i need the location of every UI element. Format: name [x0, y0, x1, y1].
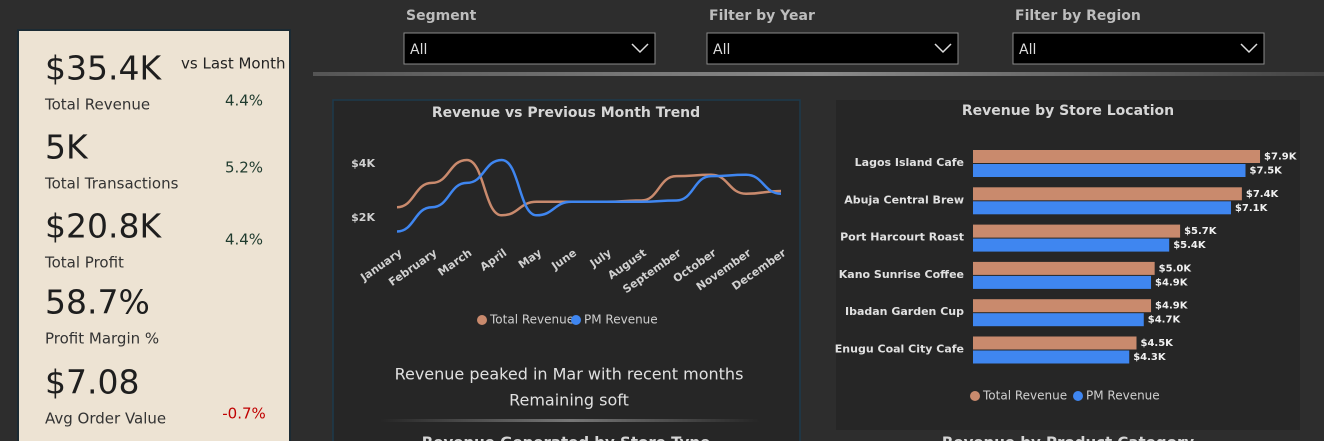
legend-marker	[970, 391, 980, 401]
legend-marker	[571, 315, 581, 325]
legend-marker	[477, 315, 487, 325]
bar	[973, 224, 1181, 238]
legend-label: PM Revenue	[1086, 389, 1160, 403]
y-tick-label: Enugu Coal City Cafe	[835, 343, 964, 356]
kpi-label: Total Transactions	[44, 175, 179, 193]
legend-label: Total Revenue	[489, 313, 574, 327]
y-tick-label: Abuja Central Brew	[844, 193, 964, 206]
kpi-change: 4.4%	[225, 231, 263, 249]
filter-label: Filter by Region	[1015, 8, 1141, 24]
kpi-panel	[17, 29, 291, 441]
bar	[973, 350, 1130, 364]
data-label: $5.4K	[1173, 240, 1207, 251]
kpi-value: 5K	[45, 128, 89, 167]
chart-title: Revenue Generated by Store Type	[422, 434, 711, 441]
data-label: $7.4K	[1246, 189, 1280, 200]
separator	[313, 72, 1324, 76]
kpi-value: 58.7%	[45, 283, 150, 322]
bar	[973, 313, 1144, 327]
data-label: $5.7K	[1184, 226, 1218, 237]
data-label: $7.1K	[1235, 203, 1269, 214]
data-label: $4.5K	[1141, 338, 1175, 349]
bar	[973, 238, 1170, 252]
dropdown-value: All	[713, 42, 730, 58]
bar	[973, 164, 1246, 177]
data-label: $4.9K	[1155, 277, 1189, 288]
chart-title: Revenue by Product Category	[942, 434, 1194, 441]
y-tick-label: Lagos Island Cafe	[855, 156, 964, 169]
bar	[973, 150, 1261, 163]
data-label: $4.9K	[1155, 301, 1189, 312]
chart-title: Revenue by Store Location	[962, 103, 1174, 119]
line	[396, 158, 782, 233]
data-label: $4.3K	[1133, 352, 1167, 363]
legend-label: Total Revenue	[982, 389, 1067, 403]
kpi-label: Total Profit	[44, 254, 124, 272]
legend-marker	[1073, 391, 1083, 401]
y-tick-label: Kano Sunrise Coffee	[839, 268, 964, 281]
dropdown-value: All	[1019, 42, 1036, 58]
bar	[973, 299, 1152, 313]
dropdown-chevron	[631, 43, 649, 54]
dropdown-chevron	[1240, 43, 1258, 54]
dropdown-chevron	[934, 43, 952, 54]
data-label: $7.9K	[1264, 152, 1298, 163]
annotation: Revenue peaked in Mar with recent months	[395, 365, 744, 384]
bar	[973, 261, 1155, 275]
y-tick-label: $4K	[351, 157, 375, 170]
kpi-label: Total Revenue	[44, 96, 150, 114]
data-label: $5.0K	[1159, 263, 1193, 274]
legend-label: PM Revenue	[584, 313, 658, 327]
kpi-change: -0.7%	[222, 405, 266, 423]
annotation: Remaining soft	[509, 391, 629, 410]
kpi-change: 4.4%	[225, 92, 263, 110]
dropdown	[706, 32, 959, 65]
bar	[973, 336, 1137, 350]
y-tick-label: $2K	[351, 211, 375, 224]
data-label: $7.5K	[1250, 166, 1284, 177]
data-label: $4.7K	[1148, 315, 1182, 326]
dropdown-value: All	[410, 42, 427, 58]
kpi-label: Profit Margin %	[45, 330, 159, 348]
bar	[973, 201, 1231, 215]
kpi-label: Avg Order Value	[45, 410, 166, 428]
separator	[380, 419, 760, 422]
y-tick-label: Ibadan Garden Cup	[845, 305, 964, 318]
filter-label: Filter by Year	[709, 8, 815, 24]
filter-label: Segment	[406, 8, 477, 24]
line-panel	[332, 99, 801, 441]
chart-title: Revenue vs Previous Month Trend	[432, 105, 700, 121]
y-tick-label: Port Harcourt Roast	[840, 231, 964, 244]
kpi-header: vs Last Month	[181, 55, 286, 73]
kpi-value: $35.4K	[45, 49, 162, 88]
kpi-change: 5.2%	[225, 159, 263, 177]
kpi-value: $20.8K	[45, 207, 162, 246]
dropdown	[1012, 32, 1265, 65]
bar	[973, 275, 1152, 289]
bar	[973, 187, 1242, 201]
kpi-value: $7.08	[45, 363, 139, 402]
dropdown	[403, 32, 656, 65]
